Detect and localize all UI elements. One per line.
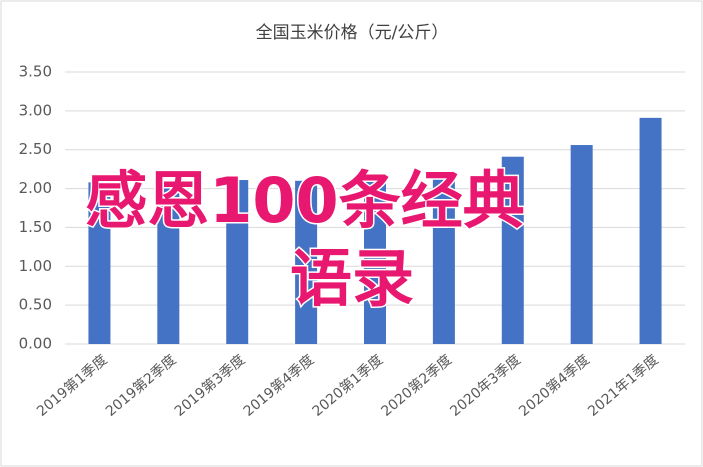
y-tick-label: 0.00 (19, 335, 52, 353)
y-tick-label: 0.50 (19, 296, 52, 314)
bar (157, 184, 180, 344)
overlay-text: 感恩100条经典 (85, 164, 524, 237)
bar (295, 180, 318, 344)
bar (226, 180, 249, 344)
bar (501, 156, 524, 344)
y-tick-label: 1.00 (19, 257, 52, 275)
overlay-text: 语录 (290, 242, 414, 315)
y-tick-label: 2.00 (19, 179, 52, 197)
y-tick-label: 3.50 (19, 63, 52, 81)
bar (88, 182, 111, 344)
bar (570, 145, 593, 344)
y-tick-label: 2.50 (19, 140, 52, 158)
bar (432, 173, 455, 344)
y-tick-label: 1.50 (19, 218, 52, 236)
chart-title: 全国玉米价格（元/公斤） (256, 23, 449, 43)
bar (364, 180, 386, 344)
y-tick-label: 3.00 (19, 101, 52, 119)
bar (639, 117, 662, 344)
